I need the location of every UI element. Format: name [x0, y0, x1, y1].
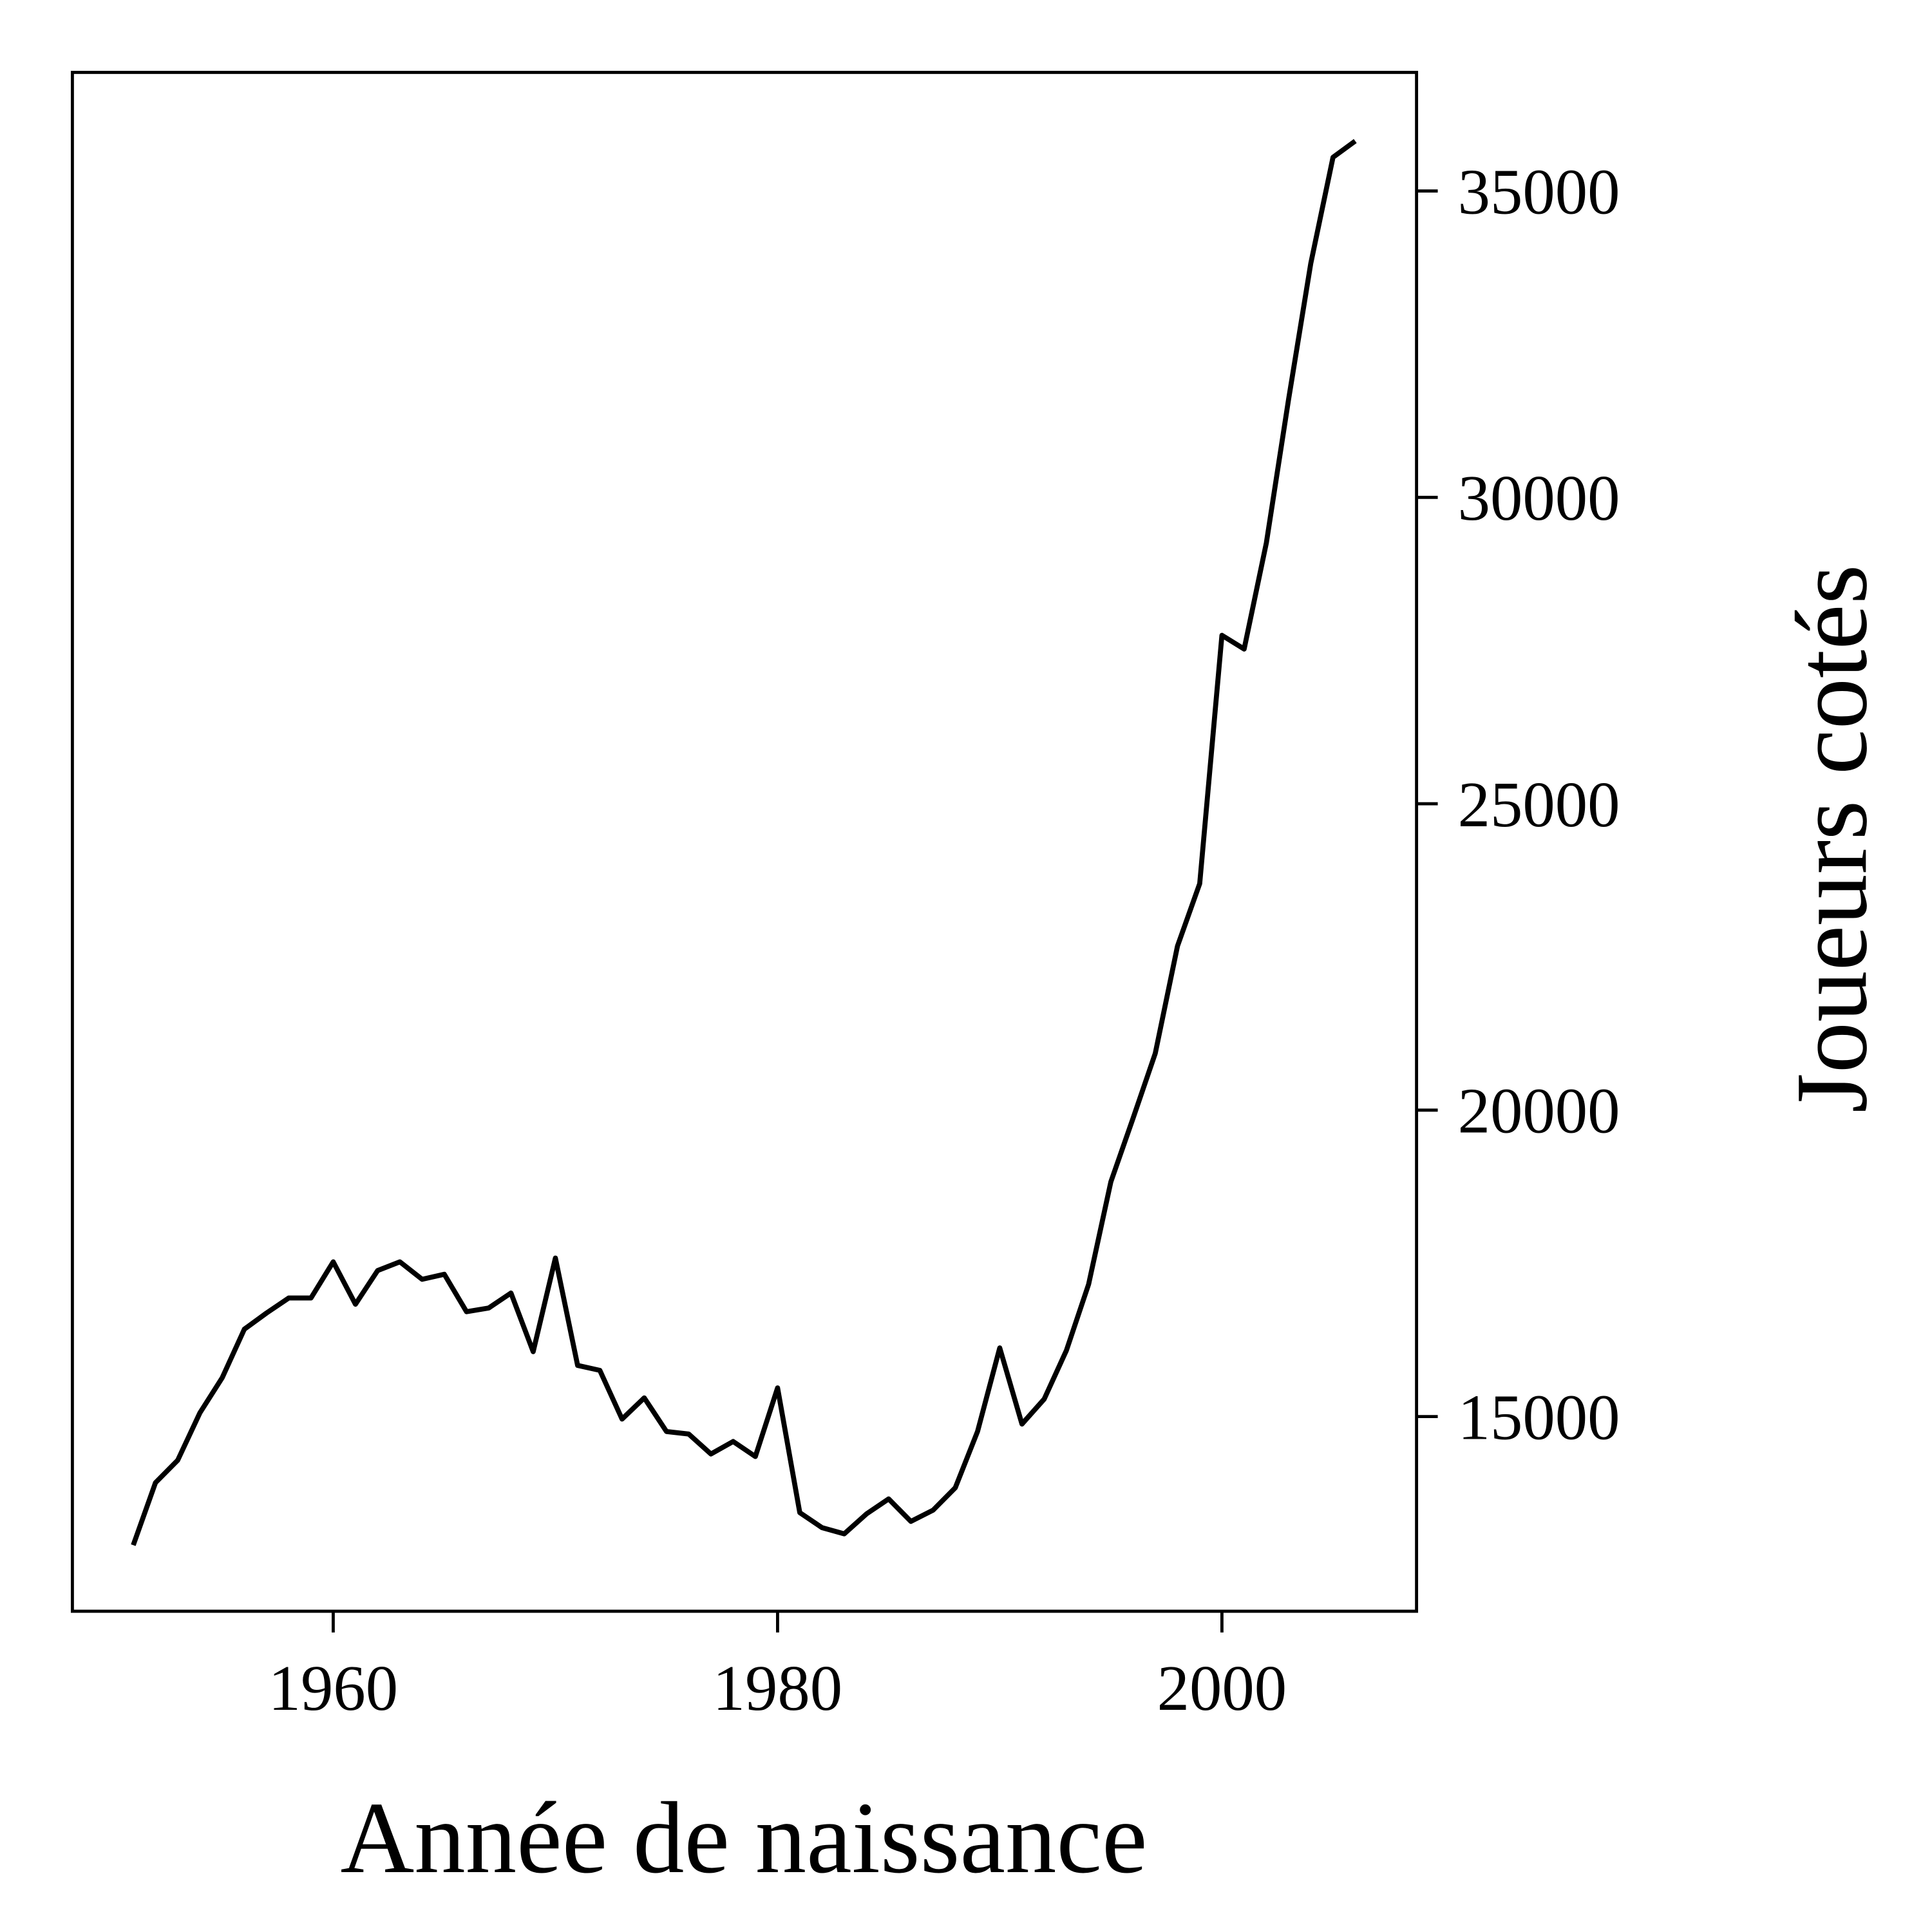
y-tick-label: 20000 — [1458, 1075, 1620, 1147]
y-tick-label: 30000 — [1458, 462, 1620, 534]
y-tick-label: 35000 — [1458, 155, 1620, 227]
x-tick-label: 2000 — [1157, 1652, 1287, 1724]
x-tick-label: 1960 — [269, 1652, 399, 1724]
x-axis-label: Année de naissance — [341, 1781, 1148, 1895]
line — [131, 138, 1357, 1546]
x-tick-label: 1980 — [713, 1652, 843, 1724]
y-tick-label: 15000 — [1458, 1381, 1620, 1454]
y-axis-label: Joueurs cotés — [1775, 564, 1888, 1113]
plot-frame — [70, 70, 1419, 1613]
y-tick-label: 25000 — [1458, 768, 1620, 840]
